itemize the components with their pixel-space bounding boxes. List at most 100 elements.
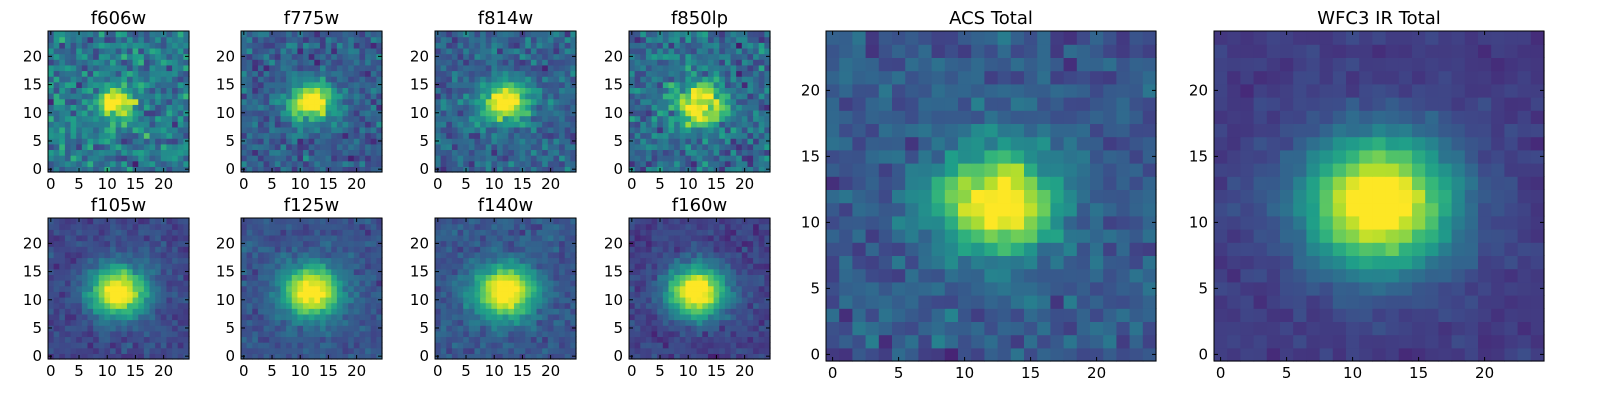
heatmap-cell [172, 87, 179, 94]
heatmap-cell [155, 87, 162, 94]
heatmap-cell [463, 93, 470, 100]
heatmap-cell [353, 53, 361, 60]
heatmap-cell [269, 81, 276, 88]
heatmap-cell [59, 31, 66, 38]
heatmap-cell [446, 47, 453, 55]
heatmap-cell [274, 76, 282, 83]
heatmap-cell [547, 246, 555, 253]
heatmap-cell [468, 234, 476, 242]
heatmap-cell [640, 98, 647, 105]
heatmap-cell [370, 166, 377, 173]
heatmap-cell [155, 325, 162, 332]
heatmap-cell [440, 280, 447, 287]
heatmap-cell [474, 251, 481, 259]
heatmap-cell [308, 132, 315, 139]
heatmap-cell [497, 87, 504, 94]
heatmap-cell [435, 121, 442, 128]
heatmap-cell [468, 342, 476, 349]
heatmap-cell [645, 353, 653, 360]
heatmap-cell [707, 330, 715, 338]
heatmap-cell [160, 257, 168, 264]
heatmap-cell [480, 64, 487, 72]
heatmap-cell [331, 149, 338, 156]
heatmap-cell [121, 70, 128, 77]
heatmap-cell [702, 121, 709, 128]
heatmap-cell [736, 149, 743, 156]
heatmap-cell [308, 325, 315, 332]
heatmap-cell [115, 285, 122, 292]
heatmap-cell [177, 76, 184, 83]
heatmap-cell [559, 76, 566, 83]
heatmap-cell [155, 64, 162, 72]
heatmap-cell [691, 353, 698, 360]
heatmap-cell [668, 64, 675, 72]
heatmap-cell [64, 132, 72, 139]
heatmap-cell [297, 59, 304, 66]
heatmap-cell [451, 155, 459, 162]
heatmap-cell [149, 155, 156, 162]
heatmap-cell [536, 126, 543, 134]
heatmap-cell [132, 81, 139, 88]
heatmap-cell [564, 93, 571, 100]
heatmap-cell [115, 121, 122, 128]
heatmap-cell [48, 59, 55, 66]
heatmap-cell [365, 308, 372, 315]
heatmap-cell [263, 263, 270, 270]
heatmap-cell [246, 59, 253, 66]
heatmap-cell [87, 109, 94, 117]
heatmap-cell [342, 47, 349, 55]
heatmap-cell [365, 70, 372, 77]
heatmap-cell [435, 160, 442, 167]
heatmap-cell [280, 246, 287, 253]
heatmap-cell [691, 166, 698, 173]
heatmap-cell [713, 126, 720, 134]
heatmap-cell [547, 308, 555, 315]
heatmap-cell [564, 155, 571, 162]
heatmap-cell [435, 70, 442, 77]
heatmap-cell [331, 109, 338, 117]
heatmap-cell [570, 342, 577, 349]
heatmap-cell [679, 149, 686, 156]
heatmap-cell [497, 138, 504, 145]
heatmap-cell [451, 246, 459, 253]
heatmap-cell [542, 132, 549, 139]
heatmap-cell [314, 274, 321, 281]
heatmap-cell [679, 98, 686, 105]
heatmap-cell [274, 160, 282, 167]
heatmap-cell [376, 42, 383, 49]
heatmap-cell [736, 70, 743, 77]
heatmap-cell [274, 166, 282, 173]
heatmap-cell [252, 251, 259, 259]
heatmap-cell [474, 115, 481, 122]
heatmap-cell [553, 98, 560, 105]
heatmap-cell [104, 285, 111, 292]
heatmap-cell [132, 234, 139, 242]
heatmap-cell [547, 76, 555, 83]
heatmap-cell [640, 313, 647, 321]
heatmap-cell [104, 246, 111, 253]
heatmap-cell [70, 240, 77, 247]
heatmap-cell [440, 76, 447, 83]
heatmap-cell [542, 93, 549, 100]
heatmap-cell [640, 336, 647, 343]
panel-title: f105w [91, 195, 146, 216]
heatmap-cell [365, 246, 372, 253]
heatmap-cell [263, 87, 270, 94]
heatmap-cell [634, 308, 641, 315]
heatmap-cell [570, 251, 577, 259]
heatmap-cell [719, 115, 726, 122]
heatmap-cell [547, 268, 555, 275]
heatmap-cell [319, 81, 327, 88]
heatmap-cell [645, 330, 653, 338]
heatmap-cell [365, 149, 372, 156]
heatmap-cell [319, 285, 327, 292]
heatmap-cell [645, 31, 653, 38]
heatmap-cell [651, 36, 658, 43]
heatmap-cell [435, 64, 442, 72]
heatmap-cell [480, 302, 487, 309]
heatmap-cell [440, 313, 447, 321]
heatmap-cell [376, 87, 383, 94]
heatmap-cell [319, 115, 327, 122]
heatmap-cell [570, 234, 577, 242]
heatmap-cell [115, 246, 122, 253]
